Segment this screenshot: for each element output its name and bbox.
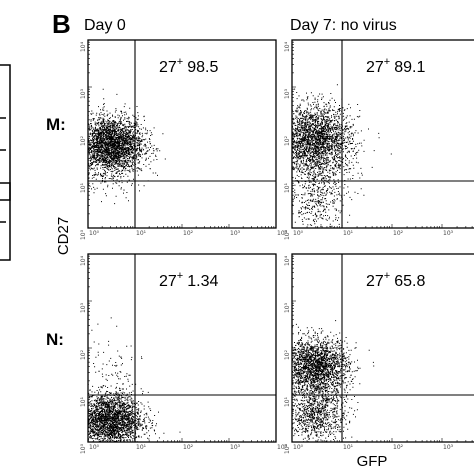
gate-marker: 27	[159, 273, 177, 290]
gate-percent-label: 27+ 98.5	[159, 56, 218, 76]
y-tick-label: 10³	[284, 302, 291, 313]
y-tick-label: 10³	[284, 88, 291, 99]
y-tick-label: 10¹	[80, 182, 87, 193]
y-axis-label: CD27	[55, 217, 72, 255]
x-tick-label: 10⁰	[293, 444, 304, 451]
gate-superscript: +	[384, 56, 390, 68]
x-tick-label: 10⁴	[277, 230, 288, 237]
x-tick-label: 10⁰	[89, 444, 100, 451]
x-tick-label: 10²	[183, 444, 194, 451]
gate-percent-label: 27+ 65.8	[366, 270, 425, 290]
y-tick-label: 10⁴	[284, 41, 291, 52]
x-tick-label: 10¹	[343, 230, 354, 237]
gate-marker: 27	[366, 273, 384, 290]
cell-events	[88, 317, 181, 442]
x-tick-label: 10³	[443, 444, 454, 451]
y-tick-label: 10⁰	[80, 229, 87, 240]
x-tick-label: 10⁰	[293, 230, 304, 237]
x-tick-label: 10¹	[136, 444, 147, 451]
gate-percent-value: 1.34	[187, 273, 218, 290]
row-label-n: N:	[46, 330, 64, 349]
event-dots	[88, 88, 166, 205]
event-dots	[88, 317, 181, 442]
event-dots	[292, 84, 392, 228]
y-tick-label: 10²	[80, 135, 87, 146]
y-tick-label: 10³	[80, 302, 87, 313]
x-tick-label: 10³	[443, 230, 454, 237]
x-tick-label: 10¹	[136, 230, 147, 237]
x-tick-label: 10³	[230, 230, 241, 237]
gate-percent-value: 98.5	[187, 59, 218, 76]
y-tick-label: 10²	[80, 349, 87, 360]
x-tick-label: 10³	[230, 444, 241, 451]
y-tick-label: 10⁰	[284, 229, 291, 240]
cell-events	[292, 84, 392, 228]
gate-percent-value: 89.1	[394, 59, 425, 76]
y-tick-label: 10¹	[80, 396, 87, 407]
x-tick-label: 10²	[183, 230, 194, 237]
cell-events	[88, 88, 166, 205]
gate-percent-label: 27+ 89.1	[366, 56, 425, 76]
event-dots	[292, 320, 375, 442]
y-tick-label: 10¹	[284, 182, 291, 193]
y-tick-label: 10²	[284, 349, 291, 360]
column-title-day7: Day 7: no virus	[290, 17, 397, 34]
y-tick-label: 10⁴	[284, 255, 291, 266]
x-axis-label: GFP	[357, 453, 388, 470]
column-title-day0: Day 0	[84, 17, 126, 34]
y-tick-label: 10²	[284, 135, 291, 146]
gate-superscript: +	[177, 270, 183, 282]
cell-events	[292, 320, 375, 442]
gate-superscript: +	[177, 56, 183, 68]
x-tick-label: 10²	[393, 444, 404, 451]
gate-marker: 27	[366, 59, 384, 76]
row-label-m: M:	[46, 115, 66, 134]
x-tick-label: 10¹	[343, 444, 354, 451]
y-tick-label: 10³	[80, 88, 87, 99]
gate-superscript: +	[384, 270, 390, 282]
x-tick-label: 10⁰	[89, 230, 100, 237]
y-tick-label: 10⁰	[284, 443, 291, 454]
x-tick-label: 10⁴	[277, 444, 288, 451]
gate-percent-value: 65.8	[394, 273, 425, 290]
y-tick-label: 10⁰	[80, 443, 87, 454]
gate-percent-label: 27+ 1.34	[159, 270, 218, 290]
previous-panel-fragment	[0, 64, 11, 261]
y-tick-label: 10⁴	[80, 41, 87, 52]
y-tick-label: 10⁴	[80, 255, 87, 266]
panel-label: B	[52, 9, 71, 39]
gate-marker: 27	[159, 59, 177, 76]
y-tick-label: 10¹	[284, 396, 291, 407]
x-tick-label: 10²	[393, 230, 404, 237]
plot-frame	[87, 253, 277, 443]
